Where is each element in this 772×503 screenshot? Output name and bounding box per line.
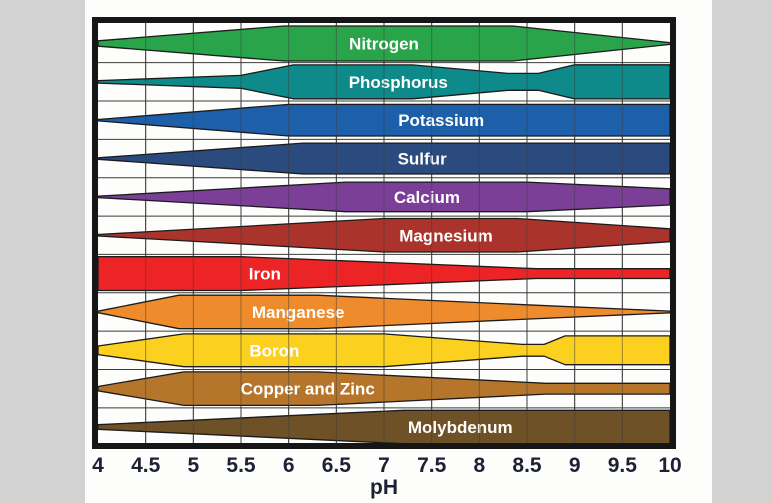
band-label-copper-and-zinc: Copper and Zinc — [241, 380, 375, 399]
x-tick-label: 4.5 — [131, 454, 161, 477]
x-axis-title: pH — [370, 476, 398, 499]
x-tick-label: 7 — [378, 454, 390, 477]
x-tick-label: 8 — [473, 454, 485, 477]
plot-border — [92, 17, 676, 449]
band-label-calcium: Calcium — [394, 188, 460, 207]
band-label-boron: Boron — [249, 341, 299, 360]
band-label-molybdenum: Molybdenum — [408, 418, 513, 437]
band-label-sulfur: Sulfur — [398, 150, 447, 169]
x-axis-tick-labels: 4 4.5 5 5.5 6 6.5 7 7.5 8 8.5 9 9.5 10 — [92, 454, 682, 477]
x-tick-label: 4 — [92, 454, 104, 477]
x-tick-label: 9.5 — [608, 454, 638, 477]
x-tick-label: 6.5 — [322, 454, 352, 477]
band-label-potassium: Potassium — [398, 111, 484, 130]
band-label-manganese: Manganese — [252, 303, 345, 322]
x-tick-label: 7.5 — [417, 454, 447, 477]
vertical-gridlines-overlay — [145, 23, 623, 443]
x-tick-label: 5.5 — [226, 454, 256, 477]
x-tick-label: 6 — [283, 454, 295, 477]
x-tick-label: 9 — [569, 454, 581, 477]
band-label-magnesium: Magnesium — [399, 226, 493, 245]
x-tick-label: 5 — [187, 454, 199, 477]
band-label-iron: Iron — [249, 265, 281, 284]
x-tick-label: 10 — [658, 454, 681, 477]
band-label-phosphorus: Phosphorus — [349, 73, 448, 92]
x-tick-label: 8.5 — [512, 454, 542, 477]
